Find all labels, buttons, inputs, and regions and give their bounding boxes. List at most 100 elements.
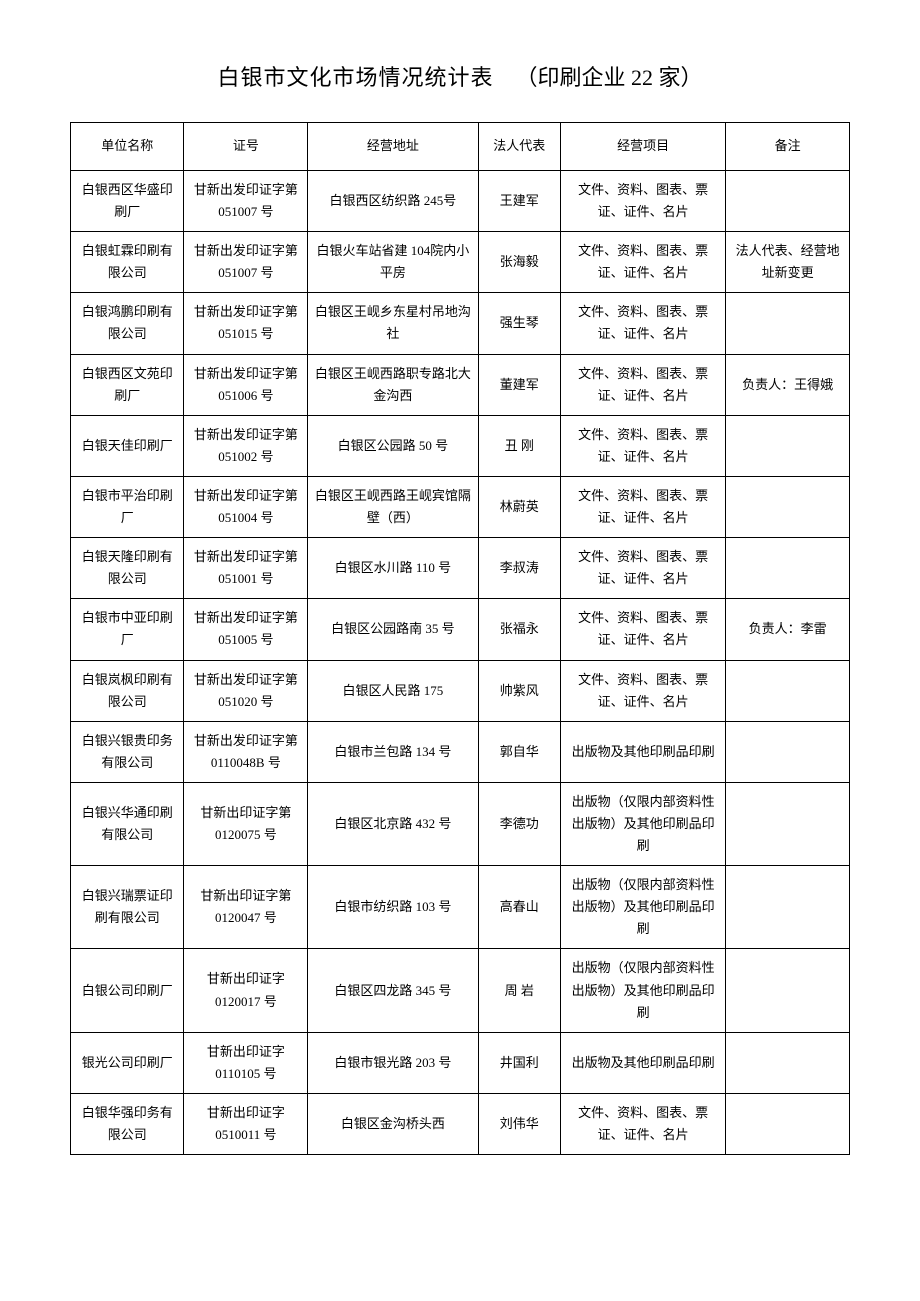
cell-rep: 强生琴 bbox=[478, 293, 561, 354]
cell-rep: 张海毅 bbox=[478, 232, 561, 293]
cell-addr: 白银区公园路南 35 号 bbox=[308, 599, 478, 660]
cell-rep: 林蔚英 bbox=[478, 476, 561, 537]
cell-name: 白银华强印务有限公司 bbox=[71, 1093, 184, 1154]
cell-biz: 文件、资料、图表、票证、证件、名片 bbox=[561, 1093, 726, 1154]
cell-biz: 文件、资料、图表、票证、证件、名片 bbox=[561, 232, 726, 293]
cell-biz: 文件、资料、图表、票证、证件、名片 bbox=[561, 354, 726, 415]
cell-rep: 李叔涛 bbox=[478, 538, 561, 599]
table-row: 白银岚枫印刷有限公司甘新出发印证字第 051020 号白银区人民路 175帅紫风… bbox=[71, 660, 850, 721]
table-row: 银光公司印刷厂甘新出印证字0110105 号白银市银光路 203 号井国利出版物… bbox=[71, 1032, 850, 1093]
table-row: 白银市平治印刷厂甘新出发印证字第 051004 号白银区王岘西路王岘宾馆隔壁（西… bbox=[71, 476, 850, 537]
cell-name: 白银兴华通印刷有限公司 bbox=[71, 782, 184, 865]
cell-addr: 白银市兰包路 134 号 bbox=[308, 721, 478, 782]
cell-name: 白银鸿鹏印刷有限公司 bbox=[71, 293, 184, 354]
cell-addr: 白银区王岘乡东星村吊地沟社 bbox=[308, 293, 478, 354]
cell-rep: 张福永 bbox=[478, 599, 561, 660]
cell-note bbox=[726, 293, 850, 354]
cell-note: 负责人：王得娥 bbox=[726, 354, 850, 415]
cell-rep: 李德功 bbox=[478, 782, 561, 865]
data-table: 单位名称 证号 经营地址 法人代表 经营项目 备注 白银西区华盛印刷厂甘新出发印… bbox=[70, 122, 850, 1155]
cell-rep: 井国利 bbox=[478, 1032, 561, 1093]
cell-biz: 文件、资料、图表、票证、证件、名片 bbox=[561, 293, 726, 354]
cell-biz: 文件、资料、图表、票证、证件、名片 bbox=[561, 415, 726, 476]
cell-name: 白银岚枫印刷有限公司 bbox=[71, 660, 184, 721]
cell-note: 法人代表、经营地址新变更 bbox=[726, 232, 850, 293]
cell-name: 白银虹霖印刷有限公司 bbox=[71, 232, 184, 293]
cell-note bbox=[726, 721, 850, 782]
cell-cert: 甘新出印证字第0120075 号 bbox=[184, 782, 308, 865]
cell-cert: 甘新出发印证字第 051007 号 bbox=[184, 232, 308, 293]
cell-rep: 帅紫风 bbox=[478, 660, 561, 721]
cell-rep: 王建军 bbox=[478, 171, 561, 232]
table-row: 白银虹霖印刷有限公司甘新出发印证字第 051007 号白银火车站省建 104院内… bbox=[71, 232, 850, 293]
table-header-row: 单位名称 证号 经营地址 法人代表 经营项目 备注 bbox=[71, 123, 850, 171]
cell-cert: 甘新出发印证字第 051004 号 bbox=[184, 476, 308, 537]
cell-note bbox=[726, 782, 850, 865]
cell-biz: 文件、资料、图表、票证、证件、名片 bbox=[561, 476, 726, 537]
cell-note bbox=[726, 476, 850, 537]
cell-addr: 白银市纺织路 103 号 bbox=[308, 866, 478, 949]
cell-rep: 高春山 bbox=[478, 866, 561, 949]
cell-note bbox=[726, 660, 850, 721]
cell-note bbox=[726, 866, 850, 949]
table-body: 白银西区华盛印刷厂甘新出发印证字第 051007 号白银西区纺织路 245号王建… bbox=[71, 171, 850, 1155]
table-row: 白银兴银贵印务有限公司甘新出发印证字第 0110048B 号白银市兰包路 134… bbox=[71, 721, 850, 782]
cell-name: 银光公司印刷厂 bbox=[71, 1032, 184, 1093]
cell-biz: 出版物及其他印刷品印刷 bbox=[561, 1032, 726, 1093]
table-row: 白银鸿鹏印刷有限公司甘新出发印证字第 051015 号白银区王岘乡东星村吊地沟社… bbox=[71, 293, 850, 354]
cell-name: 白银兴银贵印务有限公司 bbox=[71, 721, 184, 782]
cell-rep: 刘伟华 bbox=[478, 1093, 561, 1154]
cell-name: 白银公司印刷厂 bbox=[71, 949, 184, 1032]
table-row: 白银公司印刷厂甘新出印证字0120017 号白银区四龙路 345 号周 岩出版物… bbox=[71, 949, 850, 1032]
cell-biz: 文件、资料、图表、票证、证件、名片 bbox=[561, 660, 726, 721]
table-row: 白银天佳印刷厂甘新出发印证字第 051002 号白银区公园路 50 号丑 刚文件… bbox=[71, 415, 850, 476]
table-row: 白银西区文苑印刷厂甘新出发印证字第 051006 号白银区王岘西路职专路北大金沟… bbox=[71, 354, 850, 415]
cell-name: 白银西区华盛印刷厂 bbox=[71, 171, 184, 232]
cell-rep: 丑 刚 bbox=[478, 415, 561, 476]
page-title: 白银市文化市场情况统计表 bbox=[217, 65, 493, 90]
page-subtitle: （印刷企业 22 家） bbox=[516, 65, 703, 90]
table-row: 白银天隆印刷有限公司甘新出发印证字第 051001 号白银区水川路 110 号李… bbox=[71, 538, 850, 599]
table-row: 白银华强印务有限公司甘新出印证字0510011 号白银区金沟桥头西刘伟华文件、资… bbox=[71, 1093, 850, 1154]
cell-cert: 甘新出发印证字第 051001 号 bbox=[184, 538, 308, 599]
cell-addr: 白银区王岘西路王岘宾馆隔壁（西） bbox=[308, 476, 478, 537]
cell-addr: 白银区四龙路 345 号 bbox=[308, 949, 478, 1032]
col-header-note: 备注 bbox=[726, 123, 850, 171]
cell-cert: 甘新出印证字0510011 号 bbox=[184, 1093, 308, 1154]
cell-addr: 白银市银光路 203 号 bbox=[308, 1032, 478, 1093]
cell-addr: 白银西区纺织路 245号 bbox=[308, 171, 478, 232]
cell-note bbox=[726, 949, 850, 1032]
cell-rep: 董建军 bbox=[478, 354, 561, 415]
cell-cert: 甘新出发印证字第 051005 号 bbox=[184, 599, 308, 660]
cell-cert: 甘新出印证字0120017 号 bbox=[184, 949, 308, 1032]
cell-cert: 甘新出发印证字第 0110048B 号 bbox=[184, 721, 308, 782]
cell-biz: 文件、资料、图表、票证、证件、名片 bbox=[561, 538, 726, 599]
cell-rep: 周 岩 bbox=[478, 949, 561, 1032]
col-header-biz: 经营项目 bbox=[561, 123, 726, 171]
cell-biz: 出版物（仅限内部资料性出版物）及其他印刷品印刷 bbox=[561, 949, 726, 1032]
cell-addr: 白银区公园路 50 号 bbox=[308, 415, 478, 476]
cell-name: 白银市平治印刷厂 bbox=[71, 476, 184, 537]
cell-rep: 郭自华 bbox=[478, 721, 561, 782]
cell-biz: 出版物（仅限内部资料性出版物）及其他印刷品印刷 bbox=[561, 866, 726, 949]
cell-cert: 甘新出印证字0110105 号 bbox=[184, 1032, 308, 1093]
cell-biz: 出版物及其他印刷品印刷 bbox=[561, 721, 726, 782]
cell-addr: 白银区北京路 432 号 bbox=[308, 782, 478, 865]
cell-biz: 出版物（仅限内部资料性出版物）及其他印刷品印刷 bbox=[561, 782, 726, 865]
cell-cert: 甘新出发印证字第 051002 号 bbox=[184, 415, 308, 476]
col-header-cert: 证号 bbox=[184, 123, 308, 171]
cell-cert: 甘新出印证字第0120047 号 bbox=[184, 866, 308, 949]
cell-cert: 甘新出发印证字第 051015 号 bbox=[184, 293, 308, 354]
cell-name: 白银市中亚印刷厂 bbox=[71, 599, 184, 660]
col-header-addr: 经营地址 bbox=[308, 123, 478, 171]
table-row: 白银市中亚印刷厂甘新出发印证字第 051005 号白银区公园路南 35 号张福永… bbox=[71, 599, 850, 660]
col-header-name: 单位名称 bbox=[71, 123, 184, 171]
cell-addr: 白银火车站省建 104院内小平房 bbox=[308, 232, 478, 293]
table-row: 白银西区华盛印刷厂甘新出发印证字第 051007 号白银西区纺织路 245号王建… bbox=[71, 171, 850, 232]
cell-name: 白银西区文苑印刷厂 bbox=[71, 354, 184, 415]
cell-cert: 甘新出发印证字第 051020 号 bbox=[184, 660, 308, 721]
cell-note: 负责人：李雷 bbox=[726, 599, 850, 660]
cell-name: 白银兴瑞票证印刷有限公司 bbox=[71, 866, 184, 949]
cell-note bbox=[726, 415, 850, 476]
cell-cert: 甘新出发印证字第 051006 号 bbox=[184, 354, 308, 415]
